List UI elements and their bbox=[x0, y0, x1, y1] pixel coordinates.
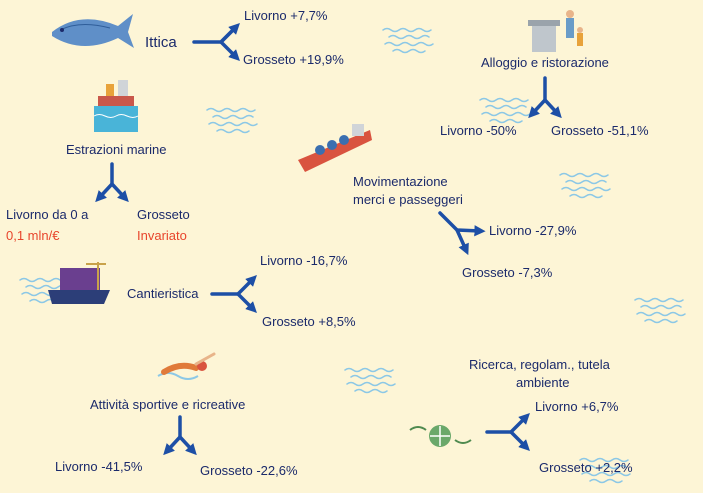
restaurant-icon bbox=[528, 10, 583, 52]
shipyard-icon bbox=[48, 262, 110, 304]
livorno-value: Livorno -50% bbox=[440, 123, 517, 138]
livorno-detail: 0,1 mln/€ bbox=[6, 228, 60, 243]
sector-name: ambiente bbox=[516, 375, 569, 390]
sector-name: Alloggio e ristorazione bbox=[481, 55, 609, 70]
sector-name: Ricerca, regolam., tutela bbox=[469, 357, 611, 372]
fish-icon bbox=[52, 14, 134, 48]
livorno-value: Livorno da 0 a bbox=[6, 207, 89, 222]
sector-name: Cantieristica bbox=[127, 286, 199, 301]
grosseto-value: Grosseto +2,2% bbox=[539, 460, 633, 475]
livorno-label: Livorno bbox=[6, 207, 49, 222]
livorno-value: Livorno +6,7% bbox=[535, 399, 619, 414]
livorno-value: Livorno +7,7% bbox=[244, 8, 328, 23]
grosseto-value: Grosseto +8,5% bbox=[262, 314, 356, 329]
globe-icon bbox=[410, 425, 471, 447]
infographic: Ittica Livorno +7,7% Grosseto +19,9% All… bbox=[0, 0, 703, 493]
ship-icon bbox=[298, 124, 372, 172]
grosseto-value: Grosseto -51,1% bbox=[551, 123, 649, 138]
sector-name: Ittica bbox=[145, 34, 177, 51]
grosseto-value: Grosseto -22,6% bbox=[200, 463, 298, 478]
swimmer-icon bbox=[158, 354, 214, 379]
livorno-value: Livorno -27,9% bbox=[489, 223, 577, 238]
livorno-value: Livorno -16,7% bbox=[260, 253, 348, 268]
oil-platform-icon bbox=[94, 80, 138, 132]
sector-name: Movimentazione bbox=[353, 174, 448, 189]
grosseto-label: Grosseto bbox=[137, 207, 190, 222]
grosseto-value: Grosseto +19,9% bbox=[243, 52, 344, 67]
grosseto-value: Grosseto -7,3% bbox=[462, 265, 553, 280]
sector-name: merci e passeggeri bbox=[353, 192, 463, 207]
sector-name: Attività sportive e ricreative bbox=[90, 397, 245, 412]
sector-name: Estrazioni marine bbox=[66, 142, 166, 157]
livorno-detail: da 0 a bbox=[52, 207, 89, 222]
livorno-value: Livorno -41,5% bbox=[55, 459, 143, 474]
grosseto-detail: Invariato bbox=[137, 228, 187, 243]
